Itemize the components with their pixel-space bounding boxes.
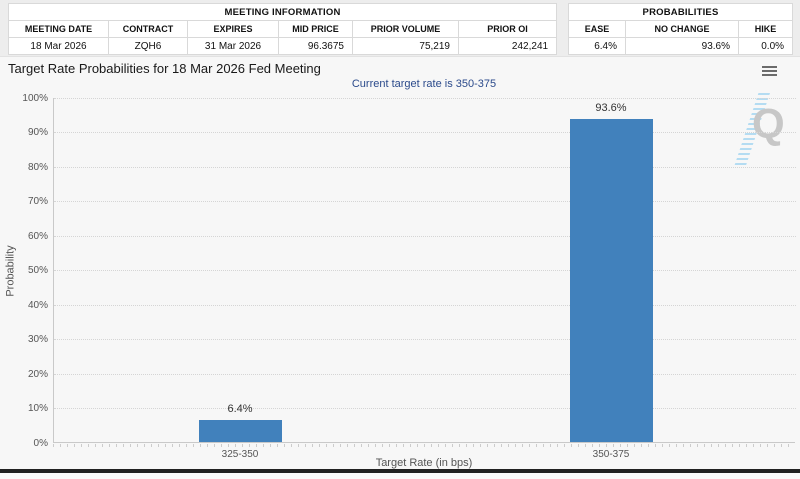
y-tick-label: 40% — [27, 300, 48, 311]
gridline — [54, 167, 796, 168]
gridline — [54, 339, 796, 340]
value-prior-volume: 75,219 — [352, 37, 459, 55]
category-label-325-350: 325-350 — [221, 449, 259, 460]
gridline — [54, 270, 796, 271]
table-row: 18 Mar 2026 ZQH6 31 Mar 2026 96.3675 75,… — [8, 37, 558, 55]
gridline — [54, 132, 796, 133]
table-row: 6.4% 93.6% 0.0% — [568, 37, 794, 55]
x-axis-title: Target Rate (in bps) — [375, 457, 473, 469]
col-ease: EASE — [568, 20, 626, 38]
bottom-footer-strip — [0, 473, 800, 479]
chart-subtitle: Current target rate is 350-375 — [351, 78, 497, 90]
quikstrike-watermark: Q — [734, 93, 796, 167]
gridline — [54, 374, 796, 375]
gridline — [54, 236, 796, 237]
y-tick-label: 70% — [27, 196, 48, 207]
hamburger-icon[interactable] — [762, 66, 777, 76]
y-tick-label: 100% — [22, 93, 48, 104]
probabilities-header: PROBABILITIES — [567, 3, 794, 21]
bar-325-350[interactable] — [199, 420, 282, 442]
y-tick-label: 0% — [33, 438, 48, 449]
col-mid-price: MID PRICE — [278, 20, 353, 38]
bar-350-375[interactable] — [570, 119, 653, 442]
col-prior-oi: PRIOR OI — [457, 20, 558, 38]
data-label-325-350: 6.4% — [227, 403, 253, 415]
y-axis-tick-labels: 0% 10% 20% 30% 40% 50% 60% 70% 80% 90% 100% — [0, 93, 48, 449]
col-no-change: NO CHANGE — [625, 20, 739, 38]
bottom-divider — [0, 469, 800, 473]
meeting-information-header: MEETING INFORMATION — [7, 3, 558, 21]
probabilities-table: PROBABILITIES EASE NO CHANGE HIKE 6.4% 9… — [567, 3, 794, 55]
value-contract: ZQH6 — [108, 37, 188, 55]
value-expires: 31 Mar 2026 — [187, 37, 279, 55]
category-label-350-375: 350-375 — [592, 449, 630, 460]
y-tick-label: 80% — [27, 162, 48, 173]
col-expires: EXPIRES — [187, 20, 279, 38]
y-tick-label: 20% — [27, 369, 48, 380]
y-tick-label: 90% — [27, 127, 48, 138]
col-contract: CONTRACT — [108, 20, 188, 38]
value-no-change: 93.6% — [625, 37, 739, 55]
value-hike: 0.0% — [737, 37, 794, 55]
col-meeting-date: MEETING DATE — [8, 20, 109, 38]
gridline — [54, 201, 796, 202]
value-ease: 6.4% — [568, 37, 626, 55]
y-tick-label: 60% — [27, 231, 48, 242]
y-tick-label: 50% — [27, 265, 48, 276]
gridline — [54, 305, 796, 306]
value-meeting-date: 18 Mar 2026 — [8, 37, 109, 55]
chart-title: Target Rate Probabilities for 18 Mar 202… — [8, 61, 321, 76]
fed-meeting-chart-panel: Target Rate Probabilities for 18 Mar 202… — [0, 56, 800, 469]
y-tick-label: 10% — [27, 403, 48, 414]
meeting-information-table: MEETING INFORMATION MEETING DATE CONTRAC… — [7, 3, 558, 55]
value-mid-price: 96.3675 — [278, 37, 353, 55]
gridline — [54, 98, 796, 99]
col-prior-volume: PRIOR VOLUME — [352, 20, 459, 38]
data-label-350-375: 93.6% — [595, 102, 627, 114]
plot-area: 6.4% 325-350 93.6% 350-375 — [53, 98, 796, 460]
gridline — [54, 408, 796, 409]
value-prior-oi: 242,241 — [457, 37, 558, 55]
watermark-q-logo-icon: Q — [752, 100, 785, 147]
y-tick-label: 30% — [27, 334, 48, 345]
x-axis-tick-strip — [53, 444, 795, 447]
col-hike: HIKE — [737, 20, 794, 38]
